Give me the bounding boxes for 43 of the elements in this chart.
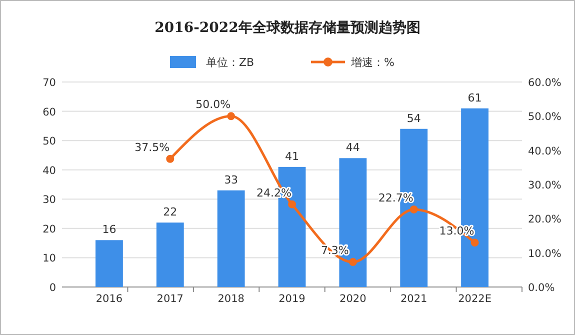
y-tick-label: 20 [42, 223, 56, 236]
x-tick-label: 2019 [278, 293, 306, 305]
y2-tick-label: 0.0% [528, 282, 555, 294]
point [348, 258, 357, 266]
point [410, 205, 418, 214]
data-label: 41 [285, 150, 299, 163]
x-tick-label: 2021 [400, 293, 428, 305]
y2-tick-label: 50.0% [528, 111, 562, 124]
y-tick-label: 70 [42, 77, 56, 89]
data-label: 16 [102, 223, 116, 236]
y-tick-label: 10 [42, 252, 56, 265]
y-tick-label: 40 [42, 164, 56, 177]
point [288, 200, 296, 208]
legend-label: 增速：% [350, 56, 394, 69]
bar [156, 222, 184, 287]
x-tick-label: 2022E [458, 293, 492, 305]
y-tick-label: 0 [49, 282, 56, 294]
legend-label: 单位：ZB [206, 56, 254, 69]
data-label: 33 [224, 173, 238, 186]
bar [96, 240, 123, 287]
x-tick-label: 2020 [340, 293, 366, 305]
y-tick-label: 30 [42, 194, 56, 206]
y-tick-label: 50 [42, 136, 56, 148]
x-tick-label: 2017 [156, 293, 184, 305]
point [470, 238, 479, 247]
y2-tick-label: 30.0% [528, 180, 562, 192]
y2-tick-label: 40.0% [528, 145, 562, 158]
data-label: 61 [468, 91, 482, 104]
x-tick-label: 2018 [218, 293, 244, 305]
y2-tick-label: 60.0% [528, 77, 562, 89]
point [227, 112, 236, 120]
y2-tick-label: 10.0% [528, 248, 562, 260]
point [166, 154, 174, 163]
x-tick-label: 2016 [96, 293, 123, 305]
data-label: 50.0% [196, 98, 231, 112]
chart-title: 2016-2022年全球数据存储量预测趋势图 [154, 20, 420, 36]
y2-tick-label: 20.0% [528, 214, 562, 226]
y-tick-label: 60 [42, 106, 56, 118]
data-label: 37.5% [134, 140, 170, 154]
data-label: 22 [163, 206, 178, 219]
bar [217, 190, 245, 287]
data-label: 54 [406, 112, 421, 125]
data-label: 44 [346, 141, 360, 154]
